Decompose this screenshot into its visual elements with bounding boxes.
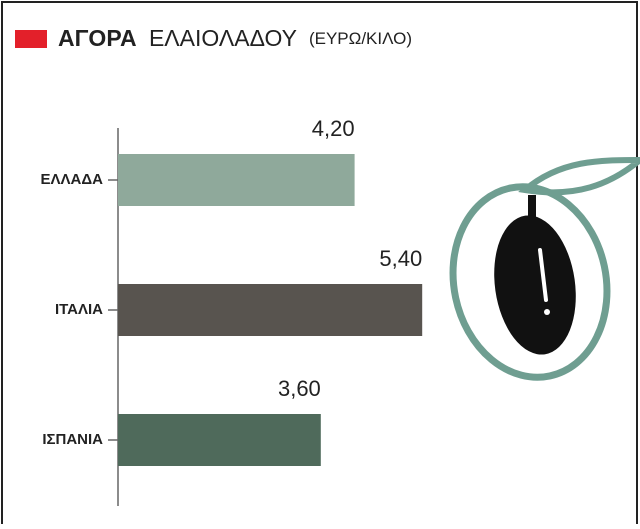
- chart-subtitle: ΕΛΑΙΟΛΑΔΟΥ: [149, 25, 297, 51]
- value-label: 5,40: [379, 246, 422, 271]
- chart-unit: (ΕΥΡΩ/ΚΙΛΟ): [309, 29, 412, 48]
- category-label: ΕΛΛΑΔΑ: [41, 171, 104, 188]
- bar: [118, 414, 321, 466]
- category-label: ΙΣΠΑΝΙΑ: [42, 431, 103, 448]
- bar: [118, 154, 355, 206]
- title-line: ΑΓΟΡΑ ΕΛΑΙΟΛΑΔΟΥ (ΕΥΡΩ/ΚΙΛΟ): [58, 25, 412, 51]
- bar: [118, 284, 423, 336]
- value-label: 3,60: [278, 376, 321, 401]
- category-label: ΙΤΑΛΙΑ: [55, 301, 103, 318]
- olive-icon: [449, 156, 640, 381]
- title-marker: [15, 30, 47, 48]
- value-label: 4,20: [312, 116, 355, 141]
- chart-title: ΑΓΟΡΑ: [58, 25, 137, 51]
